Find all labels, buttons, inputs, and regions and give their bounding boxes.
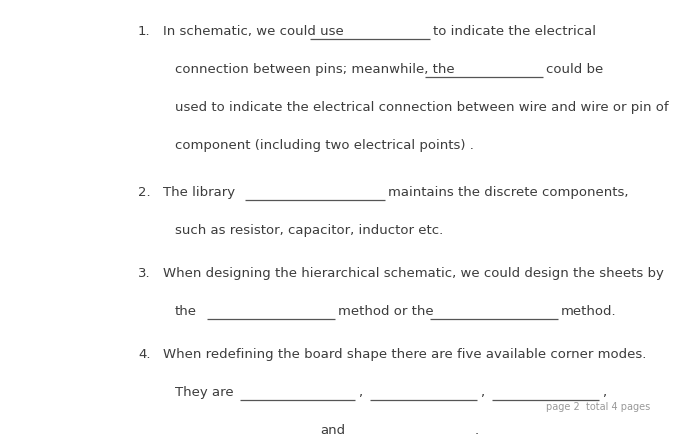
Text: ,: , (480, 386, 484, 399)
Text: connection between pins; meanwhile, the: connection between pins; meanwhile, the (175, 63, 454, 76)
Text: method.: method. (561, 305, 617, 318)
Text: 2.: 2. (138, 186, 150, 199)
Text: 3.: 3. (138, 267, 150, 280)
Text: They are: They are (175, 386, 233, 399)
Text: the: the (175, 305, 197, 318)
Text: used to indicate the electrical connection between wire and wire or pin of: used to indicate the electrical connecti… (175, 101, 669, 114)
Text: method or the: method or the (338, 305, 433, 318)
Text: and: and (320, 424, 345, 434)
Text: page 2  total 4 pages: page 2 total 4 pages (546, 402, 650, 412)
Text: The library: The library (163, 186, 235, 199)
Text: component (including two electrical points) .: component (including two electrical poin… (175, 139, 474, 152)
Text: to indicate the electrical: to indicate the electrical (433, 25, 596, 38)
Text: In schematic, we could use: In schematic, we could use (163, 25, 344, 38)
Text: such as resistor, capacitor, inductor etc.: such as resistor, capacitor, inductor et… (175, 224, 443, 237)
Text: ,: , (358, 386, 362, 399)
Text: When designing the hierarchical schematic, we could design the sheets by: When designing the hierarchical schemati… (163, 267, 664, 280)
Text: ,: , (602, 386, 606, 399)
Text: .: . (475, 424, 479, 434)
Text: When redefining the board shape there are five available corner modes.: When redefining the board shape there ar… (163, 348, 647, 361)
Text: 4.: 4. (138, 348, 150, 361)
Text: maintains the discrete components,: maintains the discrete components, (388, 186, 628, 199)
Text: could be: could be (546, 63, 603, 76)
Text: 1.: 1. (138, 25, 150, 38)
